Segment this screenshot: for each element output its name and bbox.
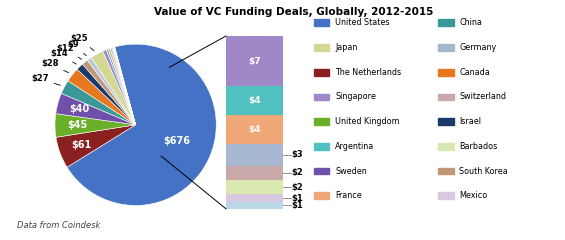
Text: $61: $61 [71, 140, 92, 150]
FancyBboxPatch shape [226, 180, 282, 194]
Wedge shape [88, 57, 136, 125]
Text: $4: $4 [248, 125, 260, 134]
Wedge shape [62, 81, 136, 125]
Text: $1: $1 [291, 201, 303, 210]
Wedge shape [103, 50, 136, 125]
Text: Mexico: Mexico [459, 191, 488, 200]
Text: $676: $676 [163, 136, 190, 146]
Text: $45: $45 [67, 120, 88, 130]
FancyBboxPatch shape [226, 144, 282, 166]
Text: Canada: Canada [459, 68, 490, 77]
Text: Value of VC Funding Deals, Globally, 2012-2015: Value of VC Funding Deals, Globally, 201… [154, 7, 433, 17]
Wedge shape [55, 114, 136, 137]
Text: France: France [335, 191, 362, 200]
Wedge shape [77, 64, 136, 125]
Text: Singapore: Singapore [335, 92, 376, 102]
FancyBboxPatch shape [226, 166, 282, 180]
Text: $2: $2 [291, 183, 303, 192]
Text: $7: $7 [248, 57, 260, 66]
Text: $12: $12 [56, 44, 81, 59]
Text: United Kingdom: United Kingdom [335, 117, 399, 126]
Text: Barbados: Barbados [459, 142, 498, 151]
Text: Switzerland: Switzerland [459, 92, 506, 102]
Wedge shape [112, 48, 136, 125]
Text: $9: $9 [67, 40, 86, 56]
Text: $27: $27 [31, 74, 60, 85]
Text: Japan: Japan [335, 43, 358, 52]
Text: $1: $1 [291, 193, 303, 203]
Wedge shape [68, 69, 136, 125]
Text: Germany: Germany [459, 43, 497, 52]
Wedge shape [56, 93, 136, 125]
Wedge shape [114, 47, 136, 125]
Wedge shape [56, 125, 136, 167]
Text: Data from Coindesk: Data from Coindesk [17, 221, 101, 230]
Wedge shape [108, 48, 136, 125]
Wedge shape [112, 47, 136, 125]
Text: $2: $2 [291, 168, 303, 177]
Text: $28: $28 [41, 59, 68, 73]
Text: $14: $14 [50, 49, 76, 64]
Text: $40: $40 [69, 104, 90, 114]
Text: $4: $4 [248, 96, 260, 105]
Wedge shape [67, 44, 216, 205]
Text: China: China [459, 18, 482, 27]
Wedge shape [114, 47, 136, 125]
Wedge shape [106, 49, 136, 125]
Text: Argentina: Argentina [335, 142, 374, 151]
Text: The Netherlands: The Netherlands [335, 68, 401, 77]
FancyBboxPatch shape [226, 115, 282, 144]
FancyBboxPatch shape [226, 86, 282, 115]
Wedge shape [110, 48, 136, 125]
Text: South Korea: South Korea [459, 167, 508, 176]
Wedge shape [92, 51, 136, 125]
FancyBboxPatch shape [226, 202, 282, 209]
Text: United States: United States [335, 18, 389, 27]
Text: $25: $25 [71, 34, 94, 51]
Text: Israel: Israel [459, 117, 481, 126]
Text: $3: $3 [291, 150, 303, 159]
Wedge shape [82, 60, 136, 125]
FancyBboxPatch shape [226, 36, 282, 86]
FancyBboxPatch shape [226, 194, 282, 202]
Text: Sweden: Sweden [335, 167, 367, 176]
